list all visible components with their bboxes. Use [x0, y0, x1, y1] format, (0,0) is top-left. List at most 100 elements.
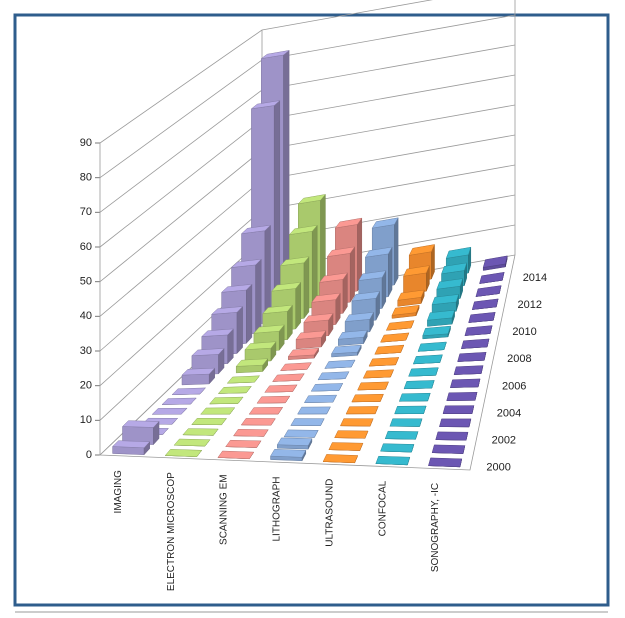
bar-top — [288, 224, 318, 235]
bar-top — [435, 431, 469, 441]
bar-top — [449, 378, 481, 388]
bar — [427, 309, 455, 327]
bar-top — [475, 285, 502, 297]
bar — [431, 444, 466, 454]
bar-top — [262, 304, 293, 314]
bar — [412, 354, 443, 365]
bar — [191, 418, 228, 426]
bar-side — [255, 258, 262, 334]
bar-top — [380, 332, 410, 343]
bar-top — [225, 439, 262, 448]
bar — [391, 305, 420, 319]
bar — [442, 405, 475, 414]
bar — [362, 369, 394, 379]
bar — [417, 341, 447, 352]
bar-top — [248, 407, 284, 415]
bar — [272, 373, 305, 382]
bar-top — [200, 407, 236, 415]
bar — [375, 455, 411, 466]
bar-top — [446, 392, 478, 401]
bar-top — [384, 430, 419, 440]
bar-top — [297, 406, 331, 415]
y-tick-label: 50 — [80, 276, 92, 288]
bar — [310, 383, 344, 392]
bar — [446, 392, 478, 401]
bar-top — [209, 396, 244, 405]
floor-edge — [99, 254, 516, 471]
bar — [422, 325, 451, 340]
bar-top — [408, 367, 439, 377]
bar-top — [374, 344, 405, 355]
bar-top — [334, 430, 369, 439]
bar-top — [417, 341, 447, 352]
bar — [225, 439, 262, 448]
bar-top — [403, 380, 435, 390]
y-tick-label: 90 — [80, 137, 92, 149]
bar-top — [471, 298, 499, 310]
bar — [200, 407, 236, 415]
bar — [276, 437, 313, 450]
y-tick-label: 10 — [80, 414, 92, 426]
bar-top — [244, 341, 277, 350]
bar — [331, 344, 362, 358]
bar-top — [422, 325, 451, 336]
y-tick-label: 70 — [80, 206, 92, 218]
bar — [248, 407, 284, 415]
bar-top — [368, 357, 400, 367]
bar-top — [371, 217, 399, 229]
bar — [439, 418, 472, 428]
bar-top — [364, 246, 393, 258]
bar-top — [375, 455, 411, 466]
bar-top — [220, 283, 253, 293]
bar-top — [345, 406, 379, 415]
bar-top — [276, 437, 313, 446]
bar-side — [303, 255, 310, 320]
bar — [460, 338, 490, 349]
bar-top — [331, 344, 362, 355]
bar-top — [230, 258, 262, 268]
bar-top — [344, 312, 374, 322]
bar-top — [171, 387, 207, 395]
bar-top — [340, 418, 374, 427]
bar-top — [328, 442, 364, 451]
bar-side — [295, 281, 301, 330]
bar-top — [303, 313, 334, 323]
depth-tick-label: 2010 — [512, 326, 536, 338]
series-label: IMAGING — [113, 470, 124, 514]
bar — [380, 443, 415, 453]
bar-top — [317, 371, 350, 381]
bar — [151, 407, 188, 415]
bar-top — [279, 256, 310, 267]
bar — [233, 429, 269, 437]
bar-top — [256, 395, 291, 404]
bar — [394, 405, 427, 415]
bar-top — [351, 291, 381, 302]
bar-top — [272, 373, 305, 382]
bar — [226, 375, 261, 384]
bar-top — [290, 418, 325, 426]
bar — [357, 381, 389, 391]
bar — [317, 371, 350, 381]
bar-side — [388, 246, 393, 297]
bar-top — [164, 449, 203, 457]
bar — [482, 255, 508, 271]
bar — [287, 347, 320, 360]
bar-top — [303, 394, 338, 403]
y-tick-label: 0 — [86, 449, 92, 461]
bar-top — [358, 270, 387, 281]
bar-top — [334, 217, 363, 229]
bar-top — [385, 320, 415, 331]
bar-top — [431, 444, 466, 454]
bar-top — [427, 309, 455, 321]
bar-side — [236, 305, 243, 355]
bar-top — [403, 265, 430, 277]
bar — [471, 298, 499, 310]
bar — [112, 440, 151, 456]
bar-top — [357, 381, 389, 391]
series-label: LITHOGRAPH — [272, 477, 283, 542]
bar-top — [211, 306, 244, 315]
frame — [13, 13, 610, 607]
bar — [303, 394, 338, 403]
series-label: ELECTRON MICROSCOP — [166, 472, 177, 591]
bar-top — [412, 354, 443, 365]
